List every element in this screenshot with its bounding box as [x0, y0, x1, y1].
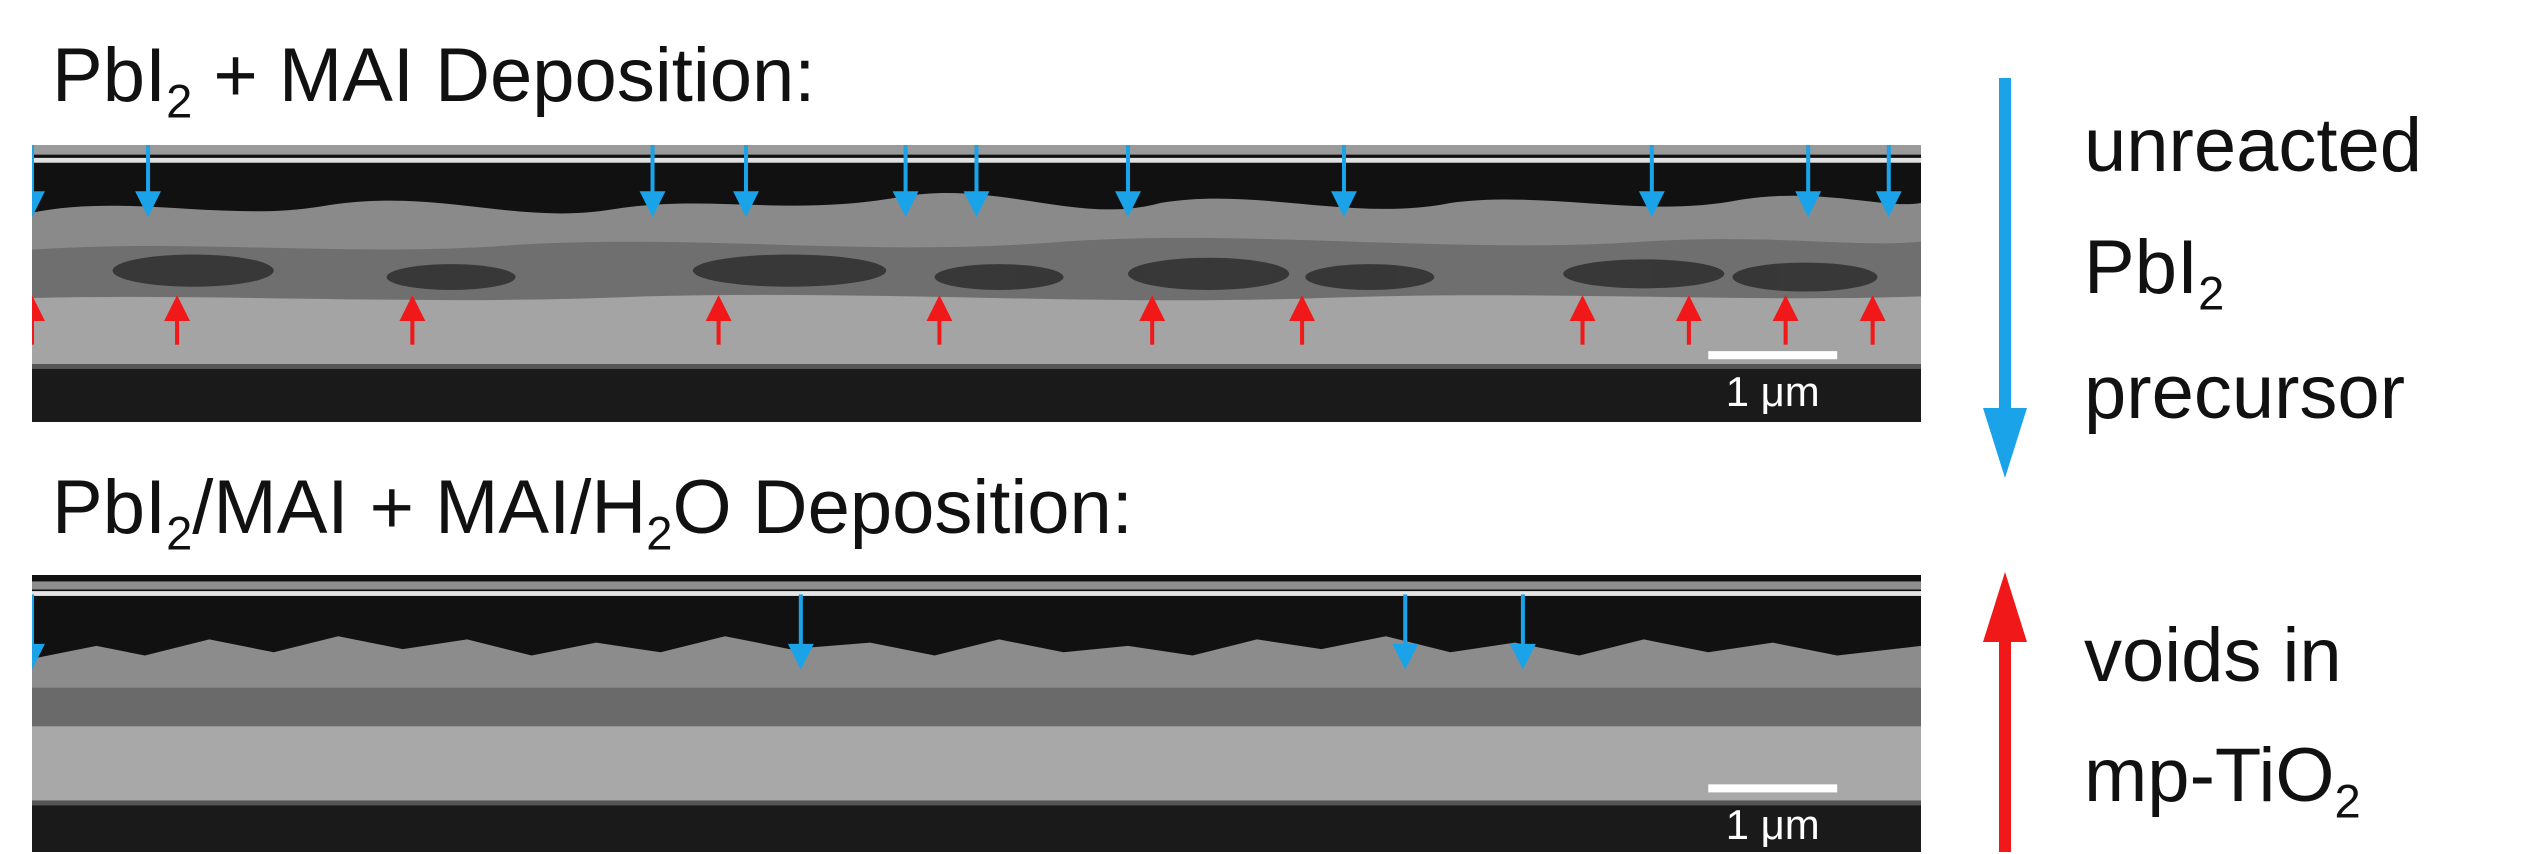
- legend-label: mp-TiO2: [2084, 738, 2361, 814]
- scale-bar-label: 1 μm: [1726, 801, 1820, 848]
- sem-image: 1 μm: [32, 575, 1921, 852]
- legend-arrow-blue: [1975, 78, 2035, 478]
- sem-image: 1 μm: [32, 145, 1921, 422]
- heading-subscript: 2: [646, 506, 672, 559]
- heading-text: O Deposition:: [672, 465, 1132, 550]
- legend-text: voids in: [2084, 613, 2342, 698]
- legend-label: voids in: [2084, 618, 2342, 694]
- heading-text: PbI: [52, 465, 166, 550]
- heading-text: + MAI Deposition:: [192, 33, 815, 118]
- legend-text: PbI: [2084, 225, 2198, 310]
- page: PbI2 + MAI Deposition: 1 μm PbI2/MAI + M…: [0, 0, 2527, 854]
- legend-text: precursor: [2084, 350, 2405, 435]
- legend-subscript: 2: [2198, 266, 2224, 319]
- heading-subscript: 2: [166, 506, 192, 559]
- legend-label: unreacted: [2084, 108, 2422, 184]
- legend-subscript: 2: [2335, 774, 2361, 827]
- legend-label: precursor: [2084, 355, 2405, 431]
- heading-text: PbI: [52, 33, 166, 118]
- scale-bar-label: 1 μm: [1726, 368, 1820, 415]
- legend-arrow-red: [1975, 572, 2035, 852]
- heading: PbI2 + MAI Deposition:: [52, 38, 815, 114]
- heading: PbI2/MAI + MAI/H2O Deposition:: [52, 470, 1133, 546]
- legend-label: PbI2: [2084, 230, 2224, 306]
- legend-text: mp-TiO: [2084, 733, 2335, 818]
- heading-subscript: 2: [166, 74, 192, 127]
- legend-text: unreacted: [2084, 103, 2422, 188]
- heading-text: /MAI + MAI/H: [192, 465, 646, 550]
